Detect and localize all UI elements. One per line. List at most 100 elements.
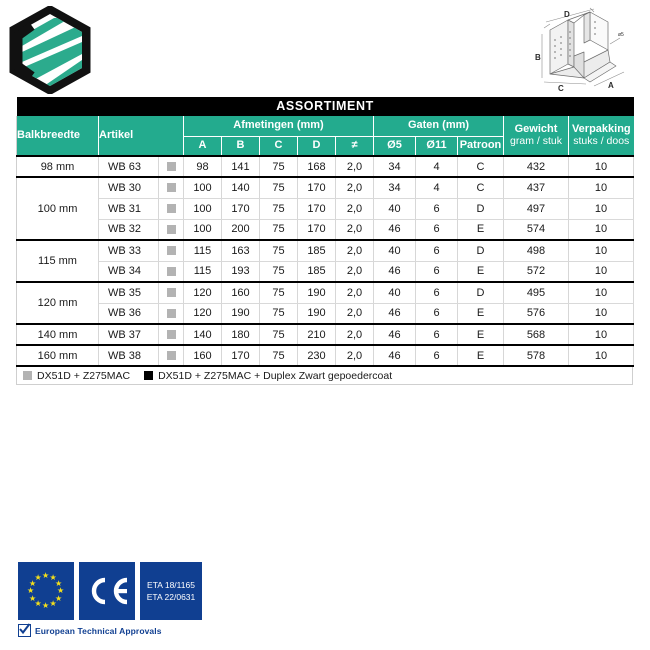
- cell-artikel: WB 34: [98, 261, 159, 283]
- cell-thickness: 2,0: [335, 239, 374, 262]
- cell-a: 115: [183, 239, 222, 262]
- cell-coating-swatch: [158, 176, 184, 199]
- cell-b: 190: [221, 303, 260, 325]
- cell-balkbreedte: 120 mm: [16, 281, 99, 325]
- cell-d5: 40: [373, 198, 416, 220]
- cell-artikel: WB 30: [98, 176, 159, 199]
- cell-patroon: D: [457, 198, 504, 220]
- cell-d5: 46: [373, 303, 416, 325]
- cell-a: 98: [183, 155, 222, 178]
- table-row: 140 mm WB 37 140 180 75 210 2,0 46 6 E 568 10: [16, 323, 635, 346]
- checkmark-icon: [18, 623, 31, 637]
- cell-d5: 40: [373, 281, 416, 304]
- cell-b: 160: [221, 281, 260, 304]
- gewicht-subtitle: gram / stuk: [510, 135, 562, 148]
- cell-verpakking: 10: [568, 323, 635, 346]
- legend-label: DX51D + Z275MAC: [37, 369, 131, 382]
- column-header-afmetingen: Afmetingen (mm): [183, 116, 374, 137]
- eu-star-icon: ★: [34, 573, 42, 582]
- approvals-label: European Technical Approvals: [35, 625, 162, 636]
- cell-verpakking: 10: [568, 155, 635, 178]
- ce-mark-icon: [79, 562, 135, 620]
- cell-d5: 46: [373, 344, 416, 367]
- joist-hanger-isometric-drawing: D B C A ø5: [498, 4, 646, 96]
- cell-d: 185: [297, 261, 336, 283]
- cell-d11: 6: [415, 239, 458, 262]
- eu-star-icon: ★: [42, 601, 50, 610]
- cell-c: 75: [259, 219, 298, 241]
- coating-swatch-icon: [166, 266, 176, 276]
- table-row: 98 mm WB 63 98 141 75 168 2,0 34 4 C 432 10: [16, 155, 635, 178]
- cell-thickness: 2,0: [335, 344, 374, 367]
- hexagon-logo: [8, 4, 92, 96]
- cell-b: 170: [221, 198, 260, 220]
- cell-artikel: WB 31: [98, 198, 159, 220]
- table-row: 160 mm WB 38 160 170 75 230 2,0 46 6 E 578 10: [16, 344, 635, 367]
- cell-artikel: WB 32: [98, 219, 159, 241]
- cell-patroon: D: [457, 239, 504, 262]
- gewicht-title: Gewicht: [514, 122, 558, 135]
- cell-thickness: 2,0: [335, 281, 374, 304]
- coating-swatch-icon: [166, 350, 176, 360]
- dimension-label-a: A: [608, 81, 614, 90]
- eu-star-icon: ★: [49, 598, 57, 608]
- european-technical-approvals: European Technical Approvals: [18, 623, 238, 637]
- cell-b: 141: [221, 155, 260, 178]
- cell-balkbreedte: 140 mm: [16, 323, 99, 346]
- cell-b: 200: [221, 219, 260, 241]
- cell-a: 160: [183, 344, 222, 367]
- column-header-balkbreedte: Balkbreedte: [16, 116, 99, 157]
- eu-star-icon: ★: [29, 593, 37, 603]
- column-header-patroon: Patroon: [457, 136, 504, 156]
- cell-b: 193: [221, 261, 260, 283]
- cell-thickness: 2,0: [335, 176, 374, 199]
- cell-c: 75: [259, 323, 298, 346]
- cell-verpakking: 10: [568, 303, 635, 325]
- cell-d: 170: [297, 219, 336, 241]
- cell-c: 75: [259, 261, 298, 283]
- dimension-label-hole: ø5: [618, 32, 624, 38]
- legend-label: DX51D + Z275MAC + Duplex Zwart gepoederc…: [158, 369, 393, 382]
- cell-gewicht: 578: [503, 344, 569, 367]
- legend-swatch-icon: [144, 371, 154, 380]
- column-header-b: B: [221, 136, 260, 156]
- cell-coating-swatch: [158, 261, 184, 283]
- eu-star-icon: ★: [54, 578, 63, 588]
- cell-patroon: E: [457, 323, 504, 346]
- cell-gewicht: 568: [503, 323, 569, 346]
- cell-thickness: 2,0: [335, 198, 374, 220]
- verpakking-subtitle: stuks / doos: [573, 135, 630, 148]
- table-row: 120 mm WB 35 120 160 75 190 2,0 40 6 D 495 10: [16, 281, 635, 325]
- cell-artikel: WB 35: [98, 281, 159, 304]
- coating-swatch-icon: [166, 203, 176, 213]
- eu-star-icon: ★: [57, 586, 65, 595]
- cell-gewicht: 576: [503, 303, 569, 325]
- cell-coating-swatch: [158, 323, 184, 346]
- cell-b: 140: [221, 176, 260, 199]
- cell-d5: 46: [373, 219, 416, 241]
- cell-d: 170: [297, 198, 336, 220]
- cell-d: 168: [297, 155, 336, 178]
- cell-c: 75: [259, 344, 298, 367]
- column-header-gaten: Gaten (mm): [373, 116, 504, 137]
- table-row: WB 34 115 193 75 185 2,0 46 6 E 572 10: [17, 261, 635, 283]
- cell-d: 170: [297, 176, 336, 199]
- cell-d: 210: [297, 323, 336, 346]
- cell-d: 190: [297, 303, 336, 325]
- coating-swatch-icon: [166, 288, 176, 298]
- cell-c: 75: [259, 239, 298, 262]
- cell-gewicht: 572: [503, 261, 569, 283]
- eu-star-icon: ★: [34, 598, 42, 608]
- eta-line-2: ETA 22/0631: [146, 592, 196, 602]
- cell-coating-swatch: [158, 219, 184, 241]
- cell-thickness: 2,0: [335, 261, 374, 283]
- coating-legend: DX51D + Z275MAC DX51D + Z275MAC + Duplex …: [16, 367, 633, 385]
- cell-a: 140: [183, 323, 222, 346]
- cell-d11: 6: [415, 303, 458, 325]
- coating-swatch-icon: [166, 246, 176, 256]
- table-row: WB 31 100 170 75 170 2,0 40 6 D 497 10: [17, 198, 635, 220]
- cell-patroon: C: [457, 155, 504, 178]
- cell-artikel: WB 38: [98, 344, 159, 367]
- column-header-diameter5: Ø5: [373, 136, 416, 156]
- column-header-verpakking: Verpakking stuks / doos: [568, 116, 634, 156]
